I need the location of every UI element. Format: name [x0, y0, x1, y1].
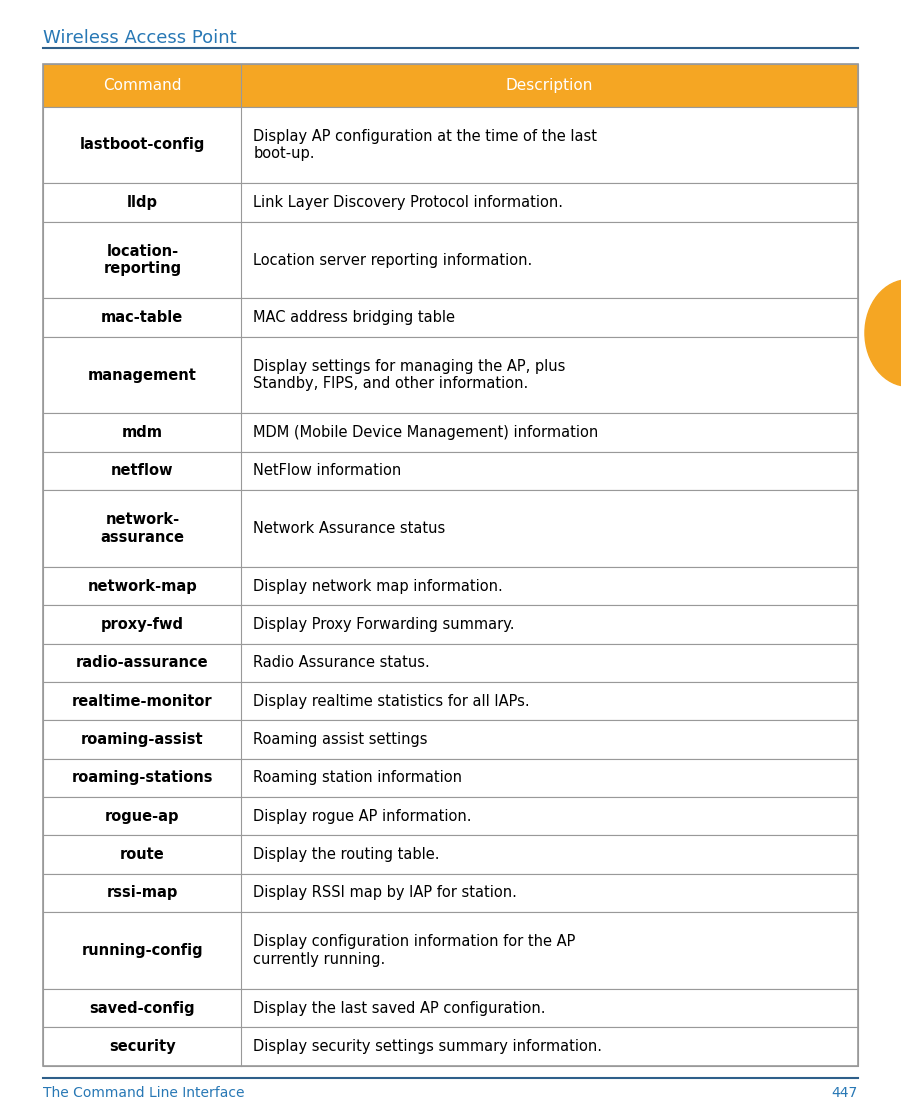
Text: netflow: netflow: [111, 464, 174, 478]
Text: lldp: lldp: [127, 195, 158, 210]
FancyBboxPatch shape: [43, 759, 858, 797]
Text: running-config: running-config: [82, 944, 203, 958]
Text: Display RSSI map by IAP for station.: Display RSSI map by IAP for station.: [253, 886, 517, 900]
Text: Roaming assist settings: Roaming assist settings: [253, 731, 428, 747]
FancyBboxPatch shape: [43, 874, 858, 912]
FancyBboxPatch shape: [43, 912, 858, 989]
Text: radio-assurance: radio-assurance: [76, 655, 209, 670]
Text: rssi-map: rssi-map: [106, 886, 178, 900]
Text: rogue-ap: rogue-ap: [105, 809, 179, 824]
Text: Location server reporting information.: Location server reporting information.: [253, 252, 532, 268]
Text: roaming-assist: roaming-assist: [81, 731, 204, 747]
Text: Display rogue AP information.: Display rogue AP information.: [253, 809, 472, 824]
Text: MAC address bridging table: MAC address bridging table: [253, 310, 455, 325]
Text: lastboot-config: lastboot-config: [79, 138, 205, 152]
Text: Display AP configuration at the time of the last
boot-up.: Display AP configuration at the time of …: [253, 129, 597, 161]
FancyBboxPatch shape: [43, 64, 858, 107]
FancyBboxPatch shape: [43, 797, 858, 836]
Text: realtime-monitor: realtime-monitor: [72, 694, 213, 708]
FancyBboxPatch shape: [43, 491, 858, 567]
FancyBboxPatch shape: [43, 605, 858, 644]
FancyBboxPatch shape: [43, 720, 858, 759]
Text: network-map: network-map: [87, 578, 197, 594]
Text: mdm: mdm: [122, 425, 163, 441]
Text: Display realtime statistics for all IAPs.: Display realtime statistics for all IAPs…: [253, 694, 530, 708]
Text: security: security: [109, 1039, 176, 1053]
FancyBboxPatch shape: [43, 336, 858, 413]
FancyBboxPatch shape: [43, 413, 858, 452]
Text: The Command Line Interface: The Command Line Interface: [43, 1086, 245, 1100]
FancyBboxPatch shape: [43, 644, 858, 682]
Text: proxy-fwd: proxy-fwd: [101, 617, 184, 632]
FancyBboxPatch shape: [43, 567, 858, 605]
Text: route: route: [120, 847, 165, 862]
Text: Radio Assurance status.: Radio Assurance status.: [253, 655, 430, 670]
Text: Display network map information.: Display network map information.: [253, 578, 503, 594]
Text: Display the routing table.: Display the routing table.: [253, 847, 440, 862]
Text: 447: 447: [832, 1086, 858, 1100]
Text: location-
reporting: location- reporting: [104, 244, 181, 276]
Text: Display settings for managing the AP, plus
Standby, FIPS, and other information.: Display settings for managing the AP, pl…: [253, 359, 566, 392]
FancyBboxPatch shape: [43, 183, 858, 222]
Text: Display security settings summary information.: Display security settings summary inform…: [253, 1039, 602, 1053]
Text: Roaming station information: Roaming station information: [253, 770, 462, 786]
Text: network-
assurance: network- assurance: [100, 513, 185, 545]
FancyBboxPatch shape: [43, 107, 858, 183]
Text: Display Proxy Forwarding summary.: Display Proxy Forwarding summary.: [253, 617, 514, 632]
Text: roaming-stations: roaming-stations: [71, 770, 214, 786]
FancyBboxPatch shape: [43, 222, 858, 299]
Text: saved-config: saved-config: [89, 1000, 196, 1016]
Text: management: management: [88, 367, 196, 383]
Text: Display the last saved AP configuration.: Display the last saved AP configuration.: [253, 1000, 546, 1016]
FancyBboxPatch shape: [43, 452, 858, 491]
Text: NetFlow information: NetFlow information: [253, 464, 402, 478]
Text: MDM (Mobile Device Management) information: MDM (Mobile Device Management) informati…: [253, 425, 598, 441]
Text: Display configuration information for the AP
currently running.: Display configuration information for th…: [253, 935, 576, 967]
Text: Link Layer Discovery Protocol information.: Link Layer Discovery Protocol informatio…: [253, 195, 563, 210]
FancyBboxPatch shape: [43, 682, 858, 720]
Text: Command: Command: [103, 78, 182, 93]
FancyBboxPatch shape: [43, 836, 858, 874]
Circle shape: [865, 280, 901, 386]
FancyBboxPatch shape: [43, 299, 858, 336]
Text: Wireless Access Point: Wireless Access Point: [43, 29, 237, 47]
Text: Description: Description: [506, 78, 593, 93]
FancyBboxPatch shape: [43, 989, 858, 1027]
FancyBboxPatch shape: [43, 1027, 858, 1066]
Text: mac-table: mac-table: [101, 310, 184, 325]
Text: Network Assurance status: Network Assurance status: [253, 521, 445, 536]
